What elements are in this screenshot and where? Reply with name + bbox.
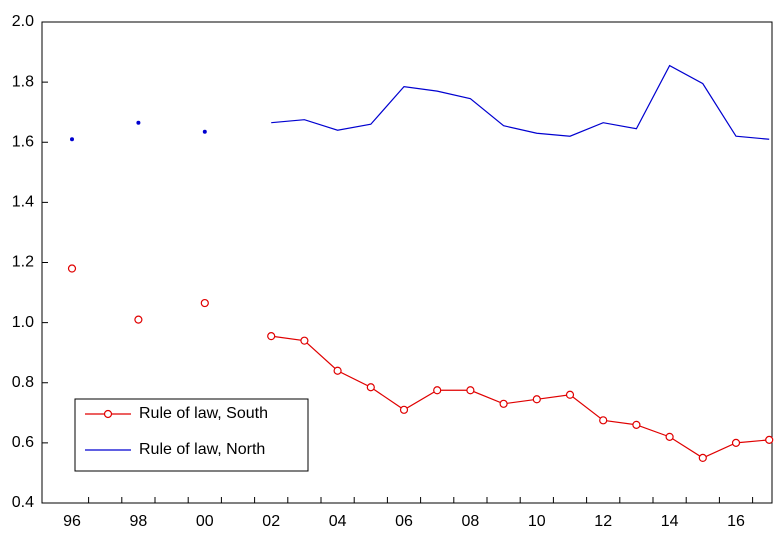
marker [366,383,375,392]
x-tick-label: 02 [262,513,280,530]
marker [200,298,209,308]
marker [399,405,409,414]
marker [532,395,541,404]
x-tick-label: 98 [130,513,148,530]
marker [499,399,508,408]
y-tick-label: 0.8 [12,374,34,391]
marker [698,453,707,463]
marker [565,390,575,399]
legend-label: Rule of law, North [139,441,265,458]
y-tick-label: 0.6 [12,434,34,451]
marker [433,386,442,395]
y-tick-label: 1.2 [12,254,34,271]
marker [599,416,608,425]
marker [333,366,342,375]
x-tick-label: 04 [329,513,347,530]
marker [765,435,774,444]
legend-box [74,398,309,472]
x-tick-label: 14 [661,513,679,530]
marker [67,264,77,273]
x-tick-label: 12 [594,513,612,530]
series-line [271,335,770,459]
legend-marker [103,409,113,419]
marker [665,432,674,441]
y-tick-label: 1.8 [12,73,34,90]
point [70,137,74,142]
marker [731,438,741,447]
x-tick-label: 16 [727,513,745,530]
y-tick-label: 1.0 [12,314,34,331]
x-tick-label: 10 [528,513,546,530]
marker [267,332,276,341]
marker [300,336,309,345]
point [136,120,141,125]
marker [134,315,143,324]
marker [632,420,641,429]
y-tick-label: 0.4 [12,494,34,511]
y-tick-label: 1.4 [12,194,34,211]
marker [466,386,475,395]
x-tick-label: 96 [63,513,81,530]
series-line [271,64,770,140]
y-tick-label: 1.6 [12,133,34,150]
legend-label: Rule of law, South [139,405,268,422]
x-tick-label: 00 [196,513,214,530]
x-tick-label: 08 [462,513,480,530]
y-tick-label: 2.0 [12,13,34,30]
point [202,129,207,134]
x-tick-label: 06 [395,513,413,530]
